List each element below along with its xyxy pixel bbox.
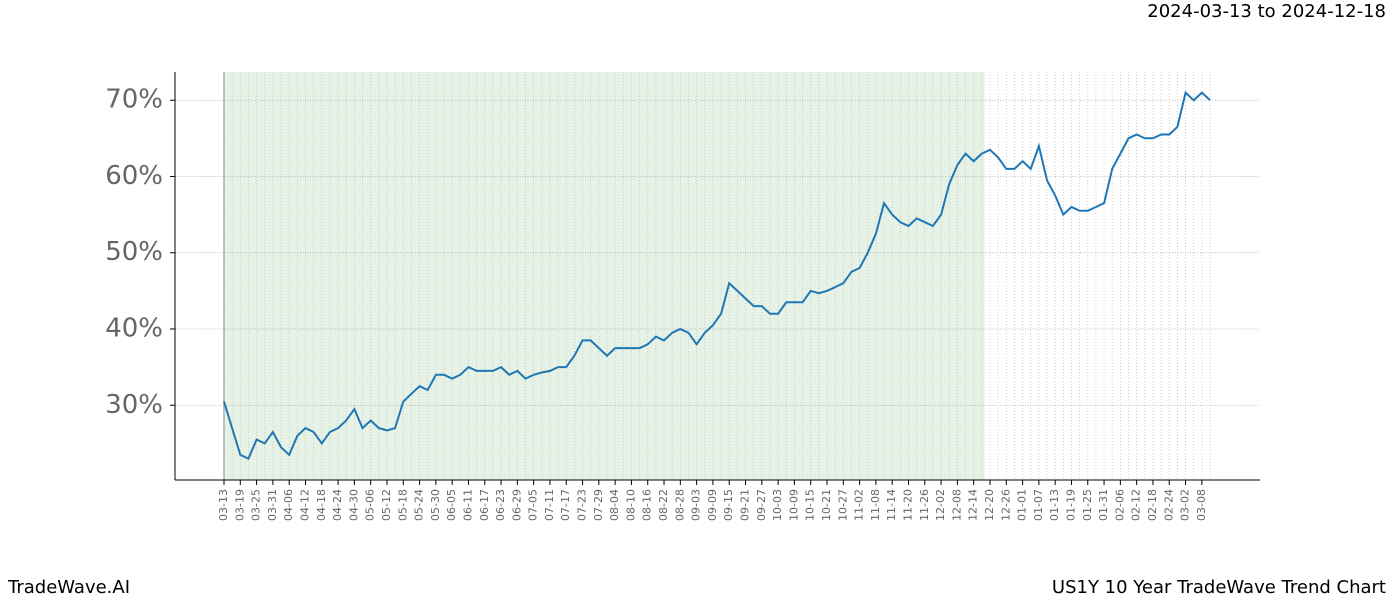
trend-line (223, 90, 1211, 460)
y-tick-label: 40% (105, 314, 163, 344)
x-tick-label: 12-08 (950, 489, 963, 521)
x-tick-label: 02-18 (1146, 489, 1159, 521)
x-tick-label: 06-11 (461, 489, 474, 521)
x-tick-label: 06-05 (445, 489, 458, 521)
x-tick-label: 10-21 (820, 489, 833, 521)
x-tick-label: 03-31 (266, 489, 279, 521)
x-tick-label: 01-07 (1032, 489, 1045, 521)
x-tick-label: 04-18 (315, 489, 328, 521)
x-tick-label: 10-09 (787, 489, 800, 521)
y-tick-label: 60% (105, 161, 163, 191)
x-tick-label: 03-25 (250, 489, 263, 521)
x-tick-label: 05-12 (380, 489, 393, 521)
x-tick-label: 11-26 (918, 489, 931, 521)
x-tick-label: 03-08 (1195, 489, 1208, 521)
x-tick-label: 12-14 (967, 489, 980, 521)
x-tick-label: 10-15 (804, 489, 817, 521)
x-tick-label: 09-27 (755, 489, 768, 521)
x-tick-label: 07-05 (527, 489, 540, 521)
x-tick-label: 12-02 (934, 489, 947, 521)
x-tick-label: 12-20 (983, 489, 996, 521)
x-tick-label: 08-10 (624, 489, 637, 521)
x-tick-label: 09-15 (722, 489, 735, 521)
y-tick-label: 30% (105, 390, 163, 420)
x-tick-label: 12-26 (999, 489, 1012, 521)
x-tick-label: 09-03 (690, 489, 703, 521)
x-tick-label: 04-30 (347, 489, 360, 521)
x-tick-label: 08-22 (657, 489, 670, 521)
x-tick-label: 07-29 (592, 489, 605, 521)
x-tick-label: 08-04 (608, 489, 621, 521)
x-tick-label: 06-29 (510, 489, 523, 521)
x-tick-label: 08-28 (673, 489, 686, 521)
x-tick-label: 01-13 (1048, 489, 1061, 521)
x-tick-label: 03-13 (217, 489, 230, 521)
y-tick-label: 70% (105, 85, 163, 115)
y-tick-label: 50% (105, 237, 163, 267)
x-tick-label: 05-18 (396, 489, 409, 521)
x-tick-label: 01-25 (1081, 489, 1094, 521)
x-tick-label: 06-17 (478, 489, 491, 521)
x-tick-label: 09-09 (706, 489, 719, 521)
x-tick-label: 09-21 (739, 489, 752, 521)
x-tick-label: 04-06 (282, 489, 295, 521)
x-tick-label: 05-06 (364, 489, 377, 521)
x-tick-label: 05-30 (429, 489, 442, 521)
x-tick-label: 02-24 (1162, 489, 1175, 521)
x-tick-label: 01-01 (1016, 489, 1029, 521)
x-tick-label: 01-19 (1064, 489, 1077, 521)
x-tick-label: 10-27 (836, 489, 849, 521)
x-tick-label: 08-16 (641, 489, 654, 521)
x-tick-label: 11-08 (869, 489, 882, 521)
shaded-period (224, 72, 985, 480)
x-tick-label: 03-02 (1179, 489, 1192, 521)
x-tick-label: 07-17 (559, 489, 572, 521)
x-tick-label: 11-02 (853, 489, 866, 521)
footer-left: TradeWave.AI (7, 577, 130, 598)
x-tick-label: 04-12 (298, 489, 311, 521)
x-tick-label: 05-24 (413, 489, 426, 521)
x-tick-label: 07-23 (576, 489, 589, 521)
x-tick-label: 11-14 (885, 489, 898, 521)
footer-right: US1Y 10 Year TradeWave Trend Chart (1052, 577, 1386, 598)
x-tick-label: 07-11 (543, 489, 556, 521)
chart-title: 2024-03-13 to 2024-12-18 (1147, 1, 1386, 22)
x-tick-label: 01-31 (1097, 489, 1110, 521)
x-tick-label: 02-06 (1113, 489, 1126, 521)
x-tick-label: 10-03 (771, 489, 784, 521)
x-tick-label: 02-12 (1130, 489, 1143, 521)
x-tick-label: 06-23 (494, 489, 507, 521)
x-tick-label: 03-19 (233, 489, 246, 521)
x-tick-label: 11-20 (901, 489, 914, 521)
x-tick-label: 04-24 (331, 489, 344, 521)
